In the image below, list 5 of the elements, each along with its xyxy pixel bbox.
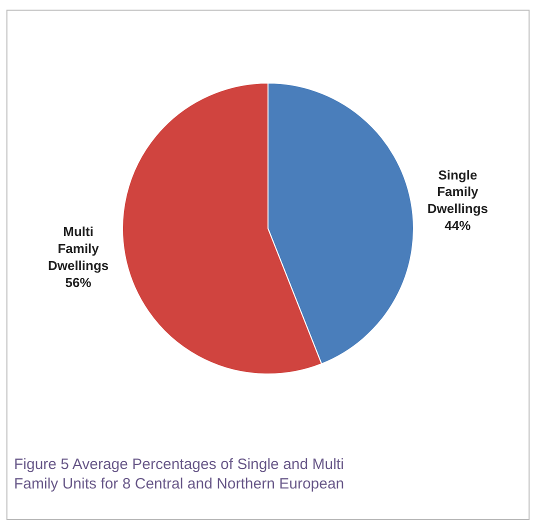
slice-label: Multi Family Dwellings: [48, 224, 109, 273]
data-label: 56%: [65, 274, 92, 290]
data-label: 44%: [444, 218, 472, 233]
caption: Figure 5 Average Percentages of Single and Multi Family Units for 8 Central and Northern European: [14, 456, 344, 492]
slice-label: Single Family Dwellings: [427, 167, 488, 216]
